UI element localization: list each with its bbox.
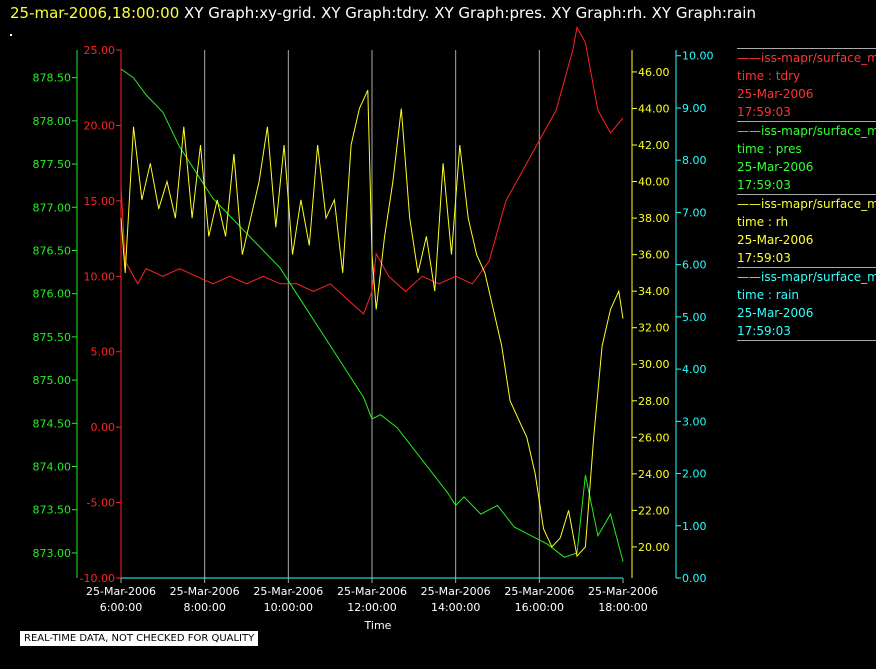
rh-tick-label: 20.00 [638,541,670,554]
tdry-tick-label: 20.00 [84,119,116,132]
marker-dot [10,34,12,36]
legend-var: time : rh [737,215,789,229]
x-tick-time: 6:00:00 [100,601,142,614]
x-tick-time: 10:00:00 [264,601,313,614]
header-timestamp: 25-mar-2006,18:00:00 [10,4,180,22]
rain-tick-label: 6.00 [682,259,707,272]
tdry-tick-label: 5.00 [91,346,116,359]
x-tick-time: 18:00:00 [598,601,647,614]
tdry-tick-label: 0.00 [91,421,116,434]
header: 25-mar-2006,18:00:00 XY Graph:xy-grid. X… [10,4,756,22]
rh-tick-label: 28.00 [638,395,670,408]
rh-tick-label: 26.00 [638,431,670,444]
quality-note: REAL-TIME DATA, NOT CHECKED FOR QUALITY [20,631,259,646]
pres-tick-label: 875.50 [33,331,72,344]
x-tick-date: 25-Mar-2006 [337,585,407,598]
series-rh-line [120,89,624,558]
legend: ——iss-mapr/surface_m time : tdry 25-Mar-20… [737,48,876,341]
x-tick-date: 25-Mar-2006 [253,585,323,598]
rain-tick-label: 3.00 [682,415,707,428]
legend-time: 17:59:03 [737,251,791,265]
rain-tick-label: 9.00 [682,102,707,115]
rh-tick-label: 22.00 [638,504,670,517]
rh-tick-label: 24.00 [638,468,670,481]
rain-tick-label: 4.00 [682,363,707,376]
pres-tick-label: 873.50 [33,504,72,517]
pres-tick-label: 876.00 [33,288,72,301]
header-graph-titles: XY Graph:xy-grid. XY Graph:tdry. XY Grap… [184,4,756,22]
legend-var: time : rain [737,288,800,302]
pres-tick-label: 877.50 [33,158,72,171]
x-tick-time: 12:00:00 [347,601,396,614]
legend-var: time : tdry [737,69,801,83]
legend-name: ——iss-mapr/surface_m [737,197,876,211]
tdry-tick-label: 15.00 [84,195,116,208]
legend-name: ——iss-mapr/surface_m [737,124,876,138]
legend-time: 17:59:03 [737,324,791,338]
tdry-tick-label: -5.00 [87,497,115,510]
x-tick-date: 25-Mar-2006 [504,585,574,598]
rain-tick-label: 0.00 [682,572,707,585]
pres-tick-label: 873.00 [33,547,72,560]
rh-tick-label: 42.00 [638,139,670,152]
rh-tick-label: 30.00 [638,358,670,371]
legend-name: ——iss-mapr/surface_m [737,51,876,65]
rain-tick-label: 7.00 [682,206,707,219]
rh-tick-label: 34.00 [638,285,670,298]
legend-date: 25-Mar-2006 [737,306,814,320]
rain-tick-label: 8.00 [682,154,707,167]
pres-tick-label: 874.00 [33,461,72,474]
rain-tick-label: 5.00 [682,311,707,324]
series-pres-line [120,68,624,562]
legend-time: 17:59:03 [737,105,791,119]
x-tick-time: 8:00:00 [183,601,225,614]
legend-date: 25-Mar-2006 [737,233,814,247]
rh-tick-label: 38.00 [638,212,670,225]
tdry-tick-label: -10.00 [80,572,115,585]
pres-tick-label: 874.50 [33,417,72,430]
x-tick-date: 25-Mar-2006 [588,585,658,598]
pres-tick-label: 876.50 [33,244,72,257]
rh-tick-label: 46.00 [638,66,670,79]
x-axis-label: Time [364,619,392,632]
x-tick-time: 16:00:00 [515,601,564,614]
legend-divider [737,340,876,341]
tdry-tick-label: 10.00 [84,270,116,283]
rh-tick-label: 44.00 [638,102,670,115]
tdry-tick-label: 25.00 [84,44,116,57]
rain-tick-label: 10.00 [682,50,714,63]
x-tick-date: 25-Mar-2006 [421,585,491,598]
legend-time: 17:59:03 [737,178,791,192]
rh-tick-label: 32.00 [638,322,670,335]
x-tick-date: 25-Mar-2006 [170,585,240,598]
x-tick-date: 25-Mar-2006 [86,585,156,598]
legend-var: time : pres [737,142,802,156]
pres-tick-label: 875.00 [33,374,72,387]
rh-tick-label: 36.00 [638,249,670,262]
legend-date: 25-Mar-2006 [737,160,814,174]
pres-tick-label: 878.50 [33,72,72,85]
legend-date: 25-Mar-2006 [737,87,814,101]
rh-tick-label: 40.00 [638,176,670,189]
legend-name: ——iss-mapr/surface_m [737,270,876,284]
pres-tick-label: 877.00 [33,201,72,214]
rain-tick-label: 2.00 [682,468,707,481]
series-tdry-line [120,25,624,315]
pres-tick-label: 878.00 [33,115,72,128]
rain-tick-label: 1.00 [682,520,707,533]
x-tick-time: 14:00:00 [431,601,480,614]
